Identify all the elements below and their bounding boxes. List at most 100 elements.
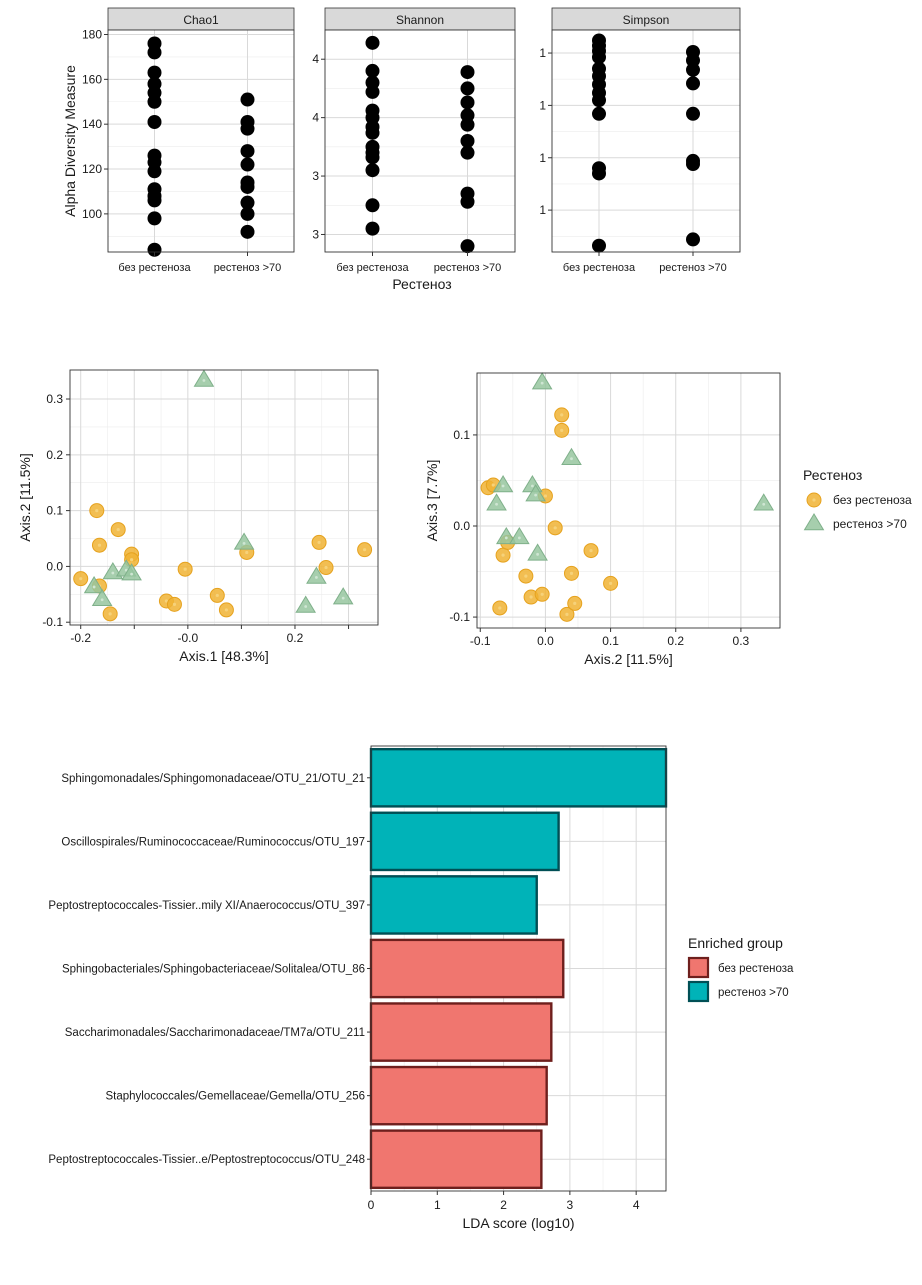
y-tick-label: 180 — [82, 27, 102, 41]
data-point — [365, 221, 380, 236]
point-center — [608, 581, 613, 585]
point-center — [540, 381, 544, 385]
data-point — [147, 211, 162, 226]
y-axis-title: Axis.3 [7.7%] — [424, 460, 440, 542]
y-tick-label: 0.1 — [46, 504, 63, 518]
data-point — [240, 179, 255, 194]
point-restenosis-70 — [295, 595, 317, 613]
y-tick-label: 100 — [82, 207, 102, 221]
point-center — [524, 574, 528, 578]
data-point — [460, 194, 475, 209]
y-tick-label: Saccharimonadales/Saccharimonadaceae/TM7… — [65, 1027, 365, 1039]
point-center — [540, 592, 544, 596]
plot-border — [107, 29, 295, 253]
x-tick-label: рестеноз >70 — [659, 262, 727, 274]
x-tick-label: 3 — [567, 1198, 574, 1212]
bar-restenosis-70 — [369, 811, 560, 872]
data-point — [147, 94, 162, 109]
data-point — [460, 239, 475, 254]
legend-key-center — [812, 498, 816, 502]
facet-chao1: Chao1 100 120 140 160 180 без рестеноза рестено… — [82, 7, 295, 274]
data-point — [592, 106, 606, 121]
bar-restenosis-70 — [369, 747, 668, 808]
bar-no-restenosis — [369, 1065, 548, 1126]
data-point — [686, 106, 700, 121]
point-center — [530, 484, 534, 488]
point-restenosis-70 — [121, 563, 142, 581]
y-tick-label: 4 — [312, 52, 319, 66]
point-center — [183, 567, 187, 571]
data-point — [147, 45, 162, 60]
plot-background — [108, 30, 294, 252]
data-point — [365, 35, 380, 50]
data-point — [240, 224, 255, 239]
x-tick-label: рестеноз >70 — [434, 262, 502, 274]
y-tick-label: 1 — [539, 98, 546, 112]
point-center — [589, 548, 593, 553]
x-tick-label: 0.2 — [667, 634, 684, 648]
point-center — [242, 542, 246, 545]
x-tick-label: рестеноз >70 — [214, 262, 282, 274]
point-center — [534, 493, 538, 497]
legend-label: без рестеноза — [833, 493, 912, 507]
y-tick-label: 0.3 — [46, 392, 63, 406]
data-point — [365, 163, 380, 178]
point-center — [245, 550, 249, 555]
point-center — [164, 599, 169, 603]
legend-key-restenosis-70 — [803, 513, 825, 531]
x-tick-label: без рестеноза — [563, 262, 636, 274]
point-center — [79, 577, 83, 581]
data-point — [147, 242, 162, 257]
point-restenosis-70 — [531, 372, 553, 390]
data-point — [147, 114, 162, 129]
x-tick-label: без рестеноза — [336, 262, 409, 274]
data-point — [592, 166, 606, 181]
point-center — [536, 552, 539, 556]
y-tick-label: 4 — [312, 111, 319, 125]
point-center — [553, 526, 557, 530]
point-center — [304, 605, 308, 608]
point-restenosis-70 — [233, 532, 255, 550]
point-center — [100, 598, 104, 602]
data-point — [240, 92, 255, 107]
point-restenosis-70 — [91, 588, 113, 607]
data-point — [592, 238, 606, 253]
y-axis-title: Alpha Diversity Measure — [62, 65, 78, 217]
point-restenosis-70 — [753, 493, 775, 511]
point-center — [569, 571, 574, 575]
data-point — [240, 157, 255, 172]
y-axis-title: Axis.2 [11.5%] — [17, 453, 33, 541]
legend-label: без рестеноза — [718, 963, 794, 975]
bar-no-restenosis — [369, 1129, 543, 1190]
x-tick-label: -0.0 — [177, 631, 198, 645]
y-tick-label: 0.0 — [453, 519, 470, 533]
y-tick-label: 0.2 — [46, 448, 63, 462]
point-center — [560, 428, 564, 432]
x-tick-label: -0.2 — [70, 631, 91, 645]
data-point — [686, 76, 700, 91]
y-tick-label: 3 — [312, 227, 319, 241]
point-center — [202, 379, 206, 382]
y-tick-label: Sphingomonadales/Sphingomonadaceae/OTU_2… — [61, 773, 365, 785]
point-center — [529, 595, 533, 599]
restenosis-legend: Рестеноз без рестеноза рестеноз >70 — [803, 467, 912, 531]
data-point — [365, 84, 380, 99]
point-restenosis-70 — [495, 526, 517, 545]
plot-background — [325, 30, 515, 252]
data-point — [592, 93, 606, 108]
point-center — [543, 494, 548, 498]
y-tick-label: 0.1 — [453, 428, 470, 442]
x-axis-title: Axis.1 [48.3%] — [179, 648, 269, 664]
data-point — [240, 121, 255, 136]
data-point — [240, 195, 255, 210]
ordination-axis1-axis2-panel: -0.2 -0.0 0.2 -0.1 0.0 0.1 0.2 0.3 Axis.1 [48.3%… — [17, 369, 379, 664]
y-tick-label: Oscillospirales/Ruminococcaceae/Ruminoco… — [61, 836, 365, 848]
x-tick-label: 1 — [434, 1198, 441, 1212]
legend-key-no-restenosis — [687, 956, 710, 979]
point-restenosis-70 — [332, 587, 354, 605]
x-axis-title: LDA score (log10) — [462, 1215, 574, 1231]
data-point — [365, 63, 380, 78]
point-center — [491, 483, 495, 487]
plot-border — [476, 372, 781, 629]
